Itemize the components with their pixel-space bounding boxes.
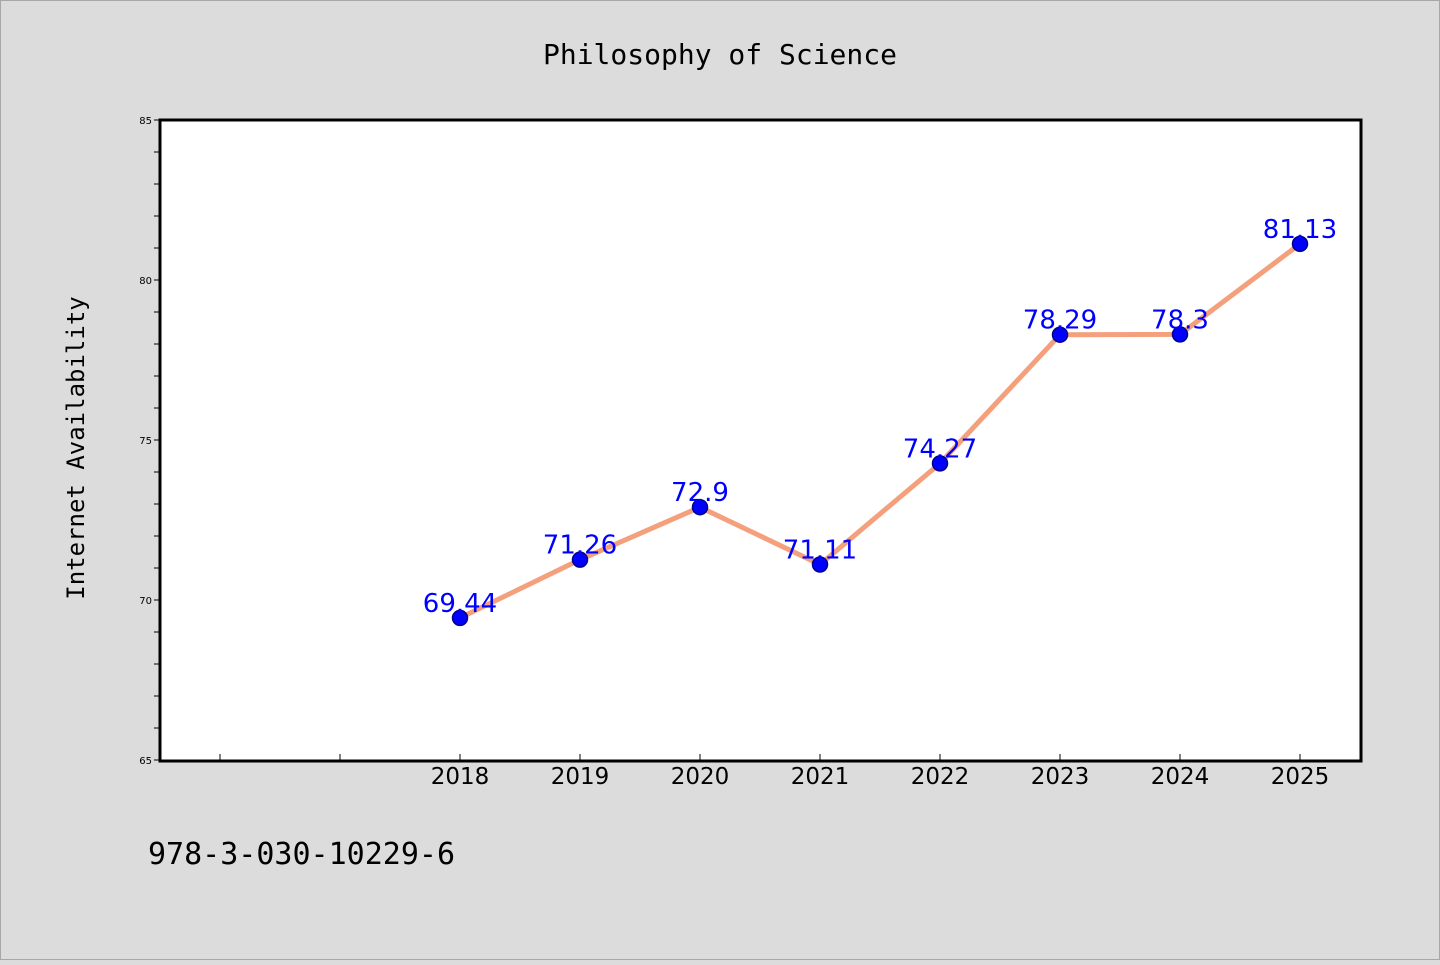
y-axis: 65 70 75 80 85 [139, 116, 160, 767]
y-tick-label: 70 [139, 596, 152, 607]
x-tick-label: 2021 [791, 764, 850, 790]
x-tick-label: 2025 [1271, 764, 1330, 790]
data-label: 71.11 [783, 535, 857, 565]
data-point [691, 498, 709, 516]
data-label: 74.27 [903, 434, 977, 464]
data-label: 81.13 [1263, 215, 1337, 245]
data-label-group: 69.44 71.26 72.9 71.11 74.27 78.29 78.3 81.13 [423, 215, 1337, 619]
data-point [931, 455, 949, 472]
data-point [1171, 326, 1189, 343]
data-label: 72.9 [671, 478, 729, 508]
data-label: 78.29 [1023, 306, 1097, 336]
x-axis: 2018 2019 2020 2021 2022 2023 2024 2025 [219, 754, 1330, 790]
series-line [457, 241, 1303, 621]
data-point [1291, 235, 1309, 253]
data-label: 71.26 [543, 531, 617, 561]
x-tick-label: 2019 [551, 764, 610, 790]
data-label: 78.3 [1151, 305, 1209, 335]
data-point [811, 556, 829, 573]
series-group [451, 235, 1309, 627]
x-tick-label: 2023 [1031, 764, 1090, 790]
y-tick-label: 80 [139, 276, 152, 287]
x-tick-label: 2020 [671, 764, 730, 790]
y-tick-label: 65 [139, 756, 152, 767]
plot-area [158, 118, 1363, 763]
data-point [451, 609, 469, 627]
x-tick-label: 2024 [1151, 764, 1210, 790]
isbn-text: 978-3-030-10229-6 [148, 837, 455, 872]
x-tick-label: 2022 [911, 764, 970, 790]
data-point [571, 551, 589, 568]
y-tick-label: 75 [139, 436, 152, 447]
x-tick-label: 2018 [431, 764, 490, 790]
y-tick-label: 85 [139, 116, 152, 127]
data-point [1051, 326, 1069, 343]
data-label: 69.44 [423, 589, 497, 619]
chart-title: Philosophy of Science [543, 38, 897, 71]
y-axis-label: Internet Availability [62, 296, 90, 599]
